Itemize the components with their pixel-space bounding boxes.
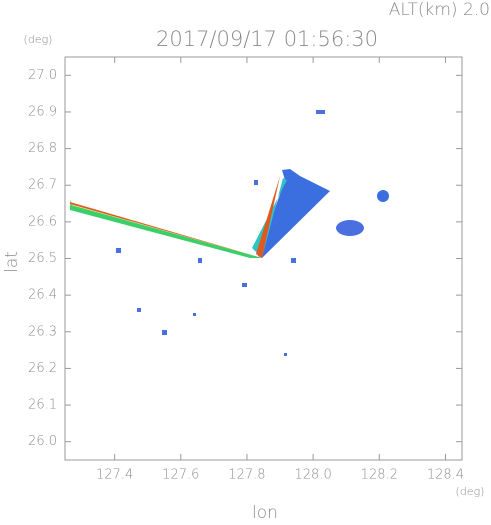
y-tick-label: 26.4	[28, 288, 57, 303]
y-tick-label: 26.6	[28, 214, 57, 229]
chart-title: 2017/09/17 01:56:30	[156, 27, 378, 51]
x-label: lon	[252, 503, 278, 521]
y-tick-label: 26.9	[28, 104, 57, 119]
x-tick-label: 128.4	[427, 468, 464, 483]
plot-frame	[64, 56, 463, 461]
y-tick-label: 26.8	[28, 141, 57, 156]
x-tick-label: 128.2	[361, 468, 398, 483]
x-tick-label: 128.0	[295, 468, 332, 483]
x-unit: (deg)	[456, 485, 485, 498]
y-tick-label: 26.1	[28, 398, 57, 413]
y-unit: (deg)	[24, 33, 53, 46]
x-tick-label: 127.8	[228, 468, 265, 483]
y-tick-label: 26.5	[28, 251, 57, 266]
radar-echoes	[70, 110, 389, 356]
y-label: lat	[2, 251, 22, 273]
y-tick-label: 26.3	[28, 324, 57, 339]
y-tick-label: 27.0	[28, 68, 57, 83]
y-tick-label: 26.0	[28, 434, 57, 449]
altitude: ALT(km) 2.0	[389, 0, 490, 20]
x-tick-label: 127.4	[96, 468, 133, 483]
y-tick-label: 26.2	[28, 361, 57, 376]
x-tick-label: 127.6	[162, 468, 199, 483]
y-tick-label: 26.7	[28, 178, 57, 193]
